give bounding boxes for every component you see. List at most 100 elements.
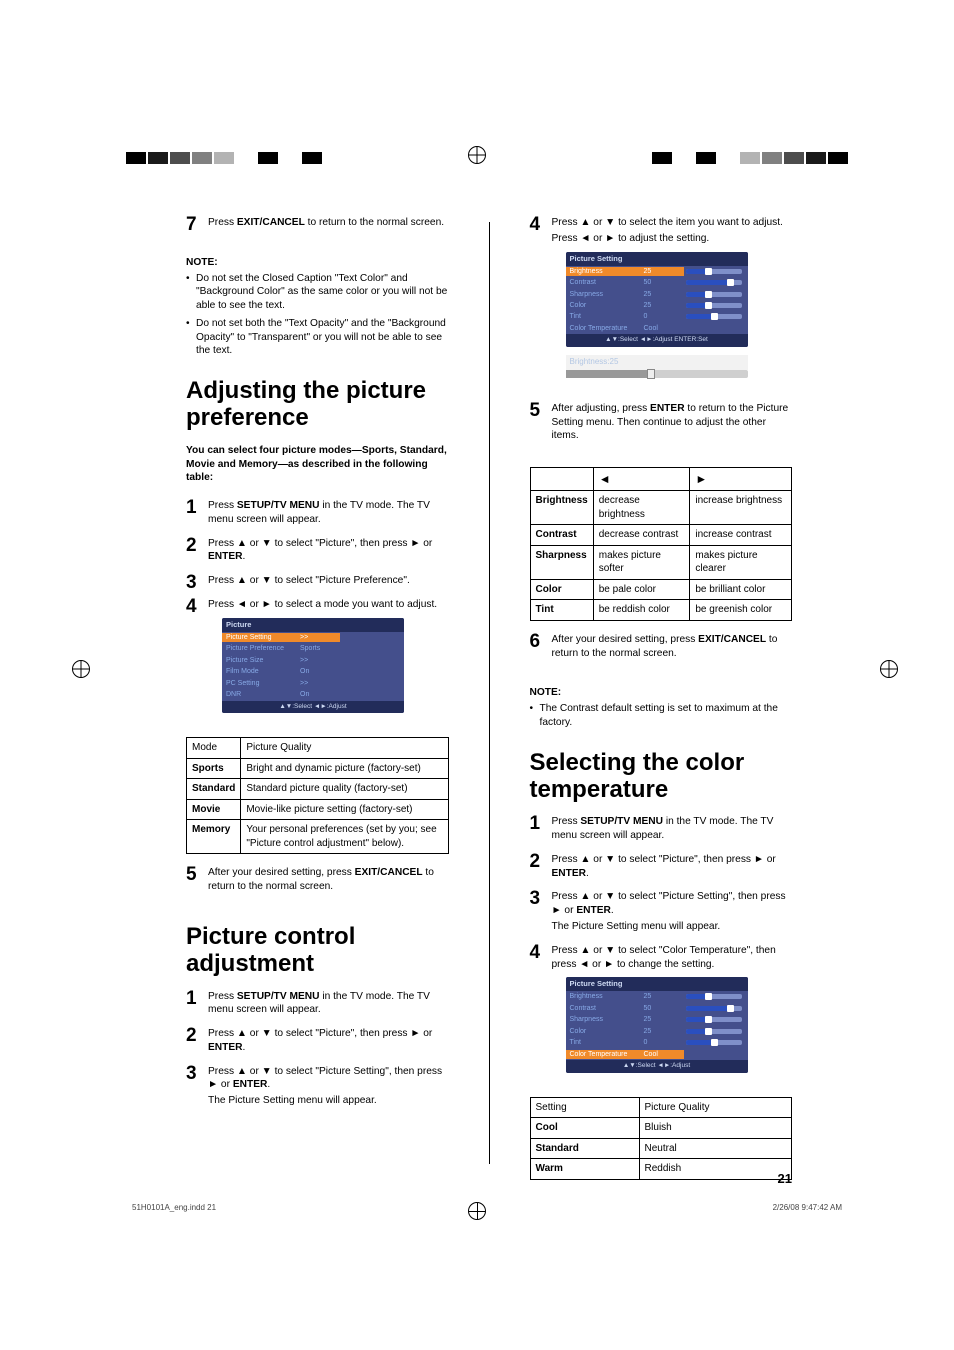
step-c3: Press ▲ or ▼ to select "Picture Setting"… (530, 890, 793, 933)
note-list-2: The Contrast default setting is set to m… (530, 702, 793, 734)
crosshair-top (468, 146, 486, 164)
steps-a: Press SETUP/TV MENU in the TV mode. The … (186, 499, 449, 723)
ct-cell: Bluish (639, 1118, 792, 1139)
step5r-list: After adjusting, press ENTER to return t… (530, 402, 793, 453)
note-item: The Contrast default setting is set to m… (530, 702, 793, 730)
calibration-bars-right (586, 152, 848, 164)
ct-th: Picture Quality (639, 1097, 792, 1118)
mode-cell: Memory (187, 820, 241, 854)
brightness-strip: Brightness:25 (566, 355, 748, 378)
step-b3: Press ▲ or ▼ to select "Picture Setting"… (186, 1065, 449, 1108)
osd-picture-setting-1: Picture Setting Brightness25Contrast50Sh… (566, 252, 748, 348)
page: Press EXIT/CANCEL to return to the norma… (0, 0, 954, 1350)
ct-cell: Cool (530, 1118, 639, 1139)
osd-picture-menu: Picture Picture Setting>>Picture Prefere… (222, 618, 404, 714)
ct-cell: Standard (530, 1138, 639, 1159)
column-divider (489, 222, 490, 1164)
step6-list: After your desired setting, press EXIT/C… (530, 633, 793, 671)
content-area: Press EXIT/CANCEL to return to the norma… (186, 216, 792, 1170)
mode-cell: Standard picture quality (factory-set) (241, 779, 448, 800)
left-column: Press EXIT/CANCEL to return to the norma… (186, 216, 449, 1170)
adj-cell: Tint (530, 600, 593, 621)
step-a2: Press ▲ or ▼ to select "Picture", then p… (186, 537, 449, 565)
adj-cell: increase brightness (690, 491, 792, 525)
step-r5: After adjusting, press ENTER to return t… (530, 402, 793, 443)
crosshair-left (72, 660, 90, 678)
step-c4: Press ▲ or ▼ to select "Color Temperatur… (530, 944, 793, 1073)
note-head-1: NOTE: (186, 256, 449, 270)
step-r4: Press ▲ or ▼ to select the item you want… (530, 216, 793, 378)
steps-c: Press SETUP/TV MENU in the TV mode. The … (530, 815, 793, 1082)
ct-th: Setting (530, 1097, 639, 1118)
adj-cell: Color (530, 579, 593, 600)
adjust-table: ◄► Brightnessdecrease brightnessincrease… (530, 467, 793, 621)
adj-th-left: ◄ (593, 468, 690, 491)
adj-cell: be greenish color (690, 600, 792, 621)
adj-cell: be reddish color (593, 600, 690, 621)
osd-rows-2: Brightness25Contrast50Sharpness25Color25… (566, 266, 748, 335)
step-b1: Press SETUP/TV MENU in the TV mode. The … (186, 990, 449, 1018)
mode-cell: Sports (187, 758, 241, 779)
mode-th-0: Mode (187, 738, 241, 759)
osd-foot: ▲▼:Select ◄►:Adjust (222, 701, 404, 714)
note-item: Do not set the Closed Caption "Text Colo… (186, 272, 449, 313)
adj-cell: be pale color (593, 579, 690, 600)
step-a3: Press ▲ or ▼ to select "Picture Preferen… (186, 574, 449, 588)
calibration-bars-left (126, 152, 388, 164)
crosshair-bottom (468, 1202, 486, 1220)
step-a4: Press ◄ or ► to select a mode you want t… (186, 598, 449, 713)
colortemp-table: SettingPicture Quality CoolBluish Standa… (530, 1097, 793, 1180)
step7-list: Press EXIT/CANCEL to return to the norma… (186, 216, 449, 240)
adj-cell: decrease brightness (593, 491, 690, 525)
section-heading-colortemp: Selecting the color temperature (530, 750, 793, 804)
footer-left: 51H0101A_eng.indd 21 (132, 1203, 216, 1212)
osd-title: Picture Setting (566, 977, 748, 991)
step-r4-l1: Press ▲ or ▼ to select the item you want… (552, 217, 783, 228)
step-r4-l2: Press ◄ or ► to adjust the setting. (552, 232, 793, 246)
adj-cell: Brightness (530, 491, 593, 525)
print-marks-top (0, 148, 954, 168)
adj-cell: increase contrast (690, 525, 792, 546)
ct-cell: Reddish (639, 1159, 792, 1180)
mode-table: ModePicture Quality SportsBright and dyn… (186, 737, 449, 854)
adj-cell: makes picture softer (593, 545, 690, 579)
step-r6: After your desired setting, press EXIT/C… (530, 633, 793, 661)
osd-picture-setting-2: Picture Setting Brightness25Contrast50Sh… (566, 977, 748, 1073)
section-heading-adjusting: Adjusting the picture preference (186, 378, 449, 432)
osd-rows-3: Brightness25Contrast50Sharpness25Color25… (566, 991, 748, 1060)
osd-rows-1: Picture Setting>>Picture PreferenceSport… (222, 632, 404, 701)
mode-cell: Bright and dynamic picture (factory-set) (241, 758, 448, 779)
adj-cell: Contrast (530, 525, 593, 546)
mode-cell: Your personal preferences (set by you; s… (241, 820, 448, 854)
osd-foot: ▲▼:Select ◄►:Adjust ENTER:Set (566, 334, 748, 347)
step4-list: Press ▲ or ▼ to select the item you want… (530, 216, 793, 388)
osd-foot: ▲▼:Select ◄►:Adjust (566, 1060, 748, 1073)
footer-right: 2/26/08 9:47:42 AM (773, 1203, 842, 1212)
step-a1: Press SETUP/TV MENU in the TV mode. The … (186, 499, 449, 527)
step-b2: Press ▲ or ▼ to select "Picture", then p… (186, 1027, 449, 1055)
adj-cell: makes picture clearer (690, 545, 792, 579)
adj-th-right: ► (690, 468, 792, 491)
note-item: Do not set both the "Text Opacity" and t… (186, 317, 449, 358)
adj-th-blank (530, 468, 593, 491)
step-7-text: Press EXIT/CANCEL to return to the norma… (208, 217, 444, 228)
adj-cell: Sharpness (530, 545, 593, 579)
step-7: Press EXIT/CANCEL to return to the norma… (186, 216, 449, 230)
mode-cell: Standard (187, 779, 241, 800)
step5-list: After your desired setting, press EXIT/C… (186, 866, 449, 904)
adj-cell: be brilliant color (690, 579, 792, 600)
section-heading-control: Picture control adjustment (186, 924, 449, 978)
note-list-1: Do not set the Closed Caption "Text Colo… (186, 272, 449, 363)
osd-title: Picture (222, 618, 404, 632)
osd-title: Picture Setting (566, 252, 748, 266)
steps-b: Press SETUP/TV MENU in the TV mode. The … (186, 990, 449, 1118)
page-number: 21 (778, 1171, 792, 1186)
step-c1: Press SETUP/TV MENU in the TV mode. The … (530, 815, 793, 843)
right-column: Press ▲ or ▼ to select the item you want… (530, 216, 793, 1170)
step-c2: Press ▲ or ▼ to select "Picture", then p… (530, 853, 793, 881)
intro-text: You can select four picture modes—Sports… (186, 444, 449, 485)
mode-cell: Movie (187, 799, 241, 820)
note-head-2: NOTE: (530, 686, 793, 700)
strip-track (566, 370, 748, 378)
adj-cell: decrease contrast (593, 525, 690, 546)
